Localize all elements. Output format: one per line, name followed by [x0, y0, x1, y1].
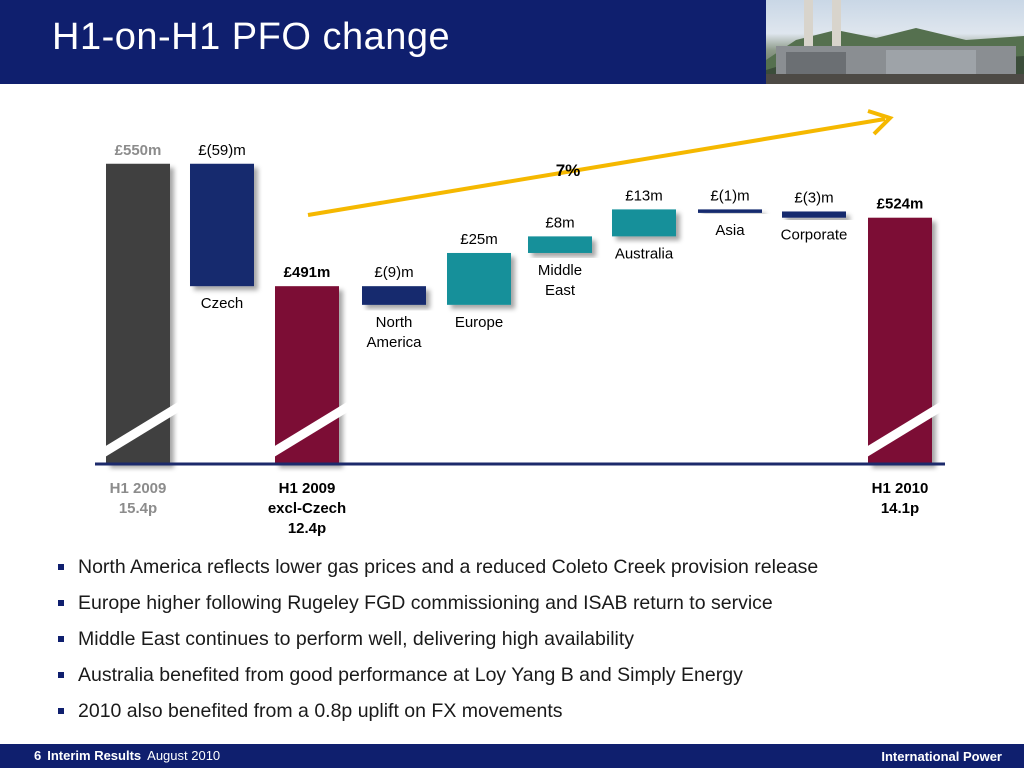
change-bar	[190, 163, 254, 287]
change-bar	[782, 211, 846, 218]
axis-break-mark	[857, 402, 945, 460]
x-category-label: H1 2009	[110, 480, 167, 497]
bullet-square-icon	[58, 564, 64, 570]
bullet-item: Middle East continues to perform well, d…	[58, 624, 1018, 660]
bar-value-label: £13m	[625, 187, 663, 204]
change-bar	[612, 209, 676, 237]
bullet-square-icon	[58, 672, 64, 678]
bullet-text: North America reflects lower gas prices …	[78, 556, 819, 578]
x-category-label: North	[376, 314, 413, 331]
bar-value-label: £(59)m	[198, 142, 246, 159]
change-bar	[362, 286, 426, 305]
bullet-square-icon	[58, 708, 64, 714]
bullet-text: Australia benefited from good performanc…	[78, 664, 743, 686]
power-station-illustration	[766, 0, 1024, 84]
x-category-label: Middle	[538, 262, 582, 279]
x-category-label: 12.4p	[288, 520, 326, 537]
bar-value-label: £(9)m	[374, 264, 413, 281]
bullet-square-icon	[58, 636, 64, 642]
total-bar	[275, 286, 339, 464]
x-category-label: Asia	[715, 222, 745, 239]
bar-value-label: £(3)m	[794, 189, 833, 206]
change-bar	[447, 252, 511, 305]
growth-annotation: 7%	[556, 161, 581, 180]
change-bar	[528, 236, 592, 253]
bullet-square-icon	[58, 600, 64, 606]
footer-brand: International Power	[881, 749, 1002, 764]
waterfall-chart-area: 7% £550m H1 2009 15.4p £(59)m Czech £491m H1 2…	[0, 84, 1024, 544]
x-category-label: Australia	[615, 245, 674, 262]
footer-bar: 6 Interim Results August 2010 Internationa…	[0, 744, 1024, 768]
x-category-label: Europe	[455, 314, 503, 331]
bullet-item: 2010 also benefited from a 0.8p uplift o…	[58, 696, 1018, 732]
bar-value-label: £524m	[877, 196, 924, 213]
bullet-text: Middle East continues to perform well, d…	[78, 628, 635, 650]
header-bar: H1-on-H1 PFO change	[0, 0, 1024, 84]
bullet-item: Australia benefited from good performanc…	[58, 660, 1018, 696]
change-bar	[698, 209, 762, 213]
page-title: H1-on-H1 PFO change	[52, 16, 451, 58]
footer-date: August 2010	[147, 748, 221, 763]
x-category-label: East	[545, 282, 576, 299]
power-station-photo	[766, 0, 1024, 84]
bullet-item: North America reflects lower gas prices …	[58, 552, 1018, 588]
axis-break-mark	[95, 402, 183, 460]
bullet-item: Europe higher following Rugeley FGD comm…	[58, 588, 1018, 624]
x-category-label: 14.1p	[881, 500, 919, 517]
x-category-label: Corporate	[781, 227, 848, 244]
bar-value-label: £8m	[545, 214, 574, 231]
x-category-label: America	[366, 334, 422, 351]
x-category-label: H1 2009	[279, 480, 336, 497]
waterfall-chart: 7% £550m H1 2009 15.4p £(59)m Czech £491m H1 2…	[95, 109, 945, 537]
axis-break-mark	[264, 402, 352, 460]
x-category-label: Czech	[201, 295, 244, 312]
x-category-label: 15.4p	[119, 500, 157, 517]
footer-section: Interim Results	[47, 748, 142, 763]
bar-value-label: £550m	[115, 142, 162, 159]
bar-value-label: £491m	[284, 264, 331, 281]
commentary-list: North America reflects lower gas prices …	[58, 552, 1018, 732]
growth-arrow: 7%	[307, 109, 894, 217]
x-category-label: excl-Czech	[268, 500, 346, 517]
bar-value-label: £25m	[460, 231, 498, 248]
footer-page-number: 6	[34, 748, 42, 763]
bar-value-label: £(1)m	[710, 187, 749, 204]
bullet-text: 2010 also benefited from a 0.8p uplift o…	[78, 700, 563, 722]
footer-left: 6 Interim Results August 2010	[34, 748, 220, 763]
x-category-label: H1 2010	[872, 480, 929, 497]
bullet-text: Europe higher following Rugeley FGD comm…	[78, 592, 773, 614]
